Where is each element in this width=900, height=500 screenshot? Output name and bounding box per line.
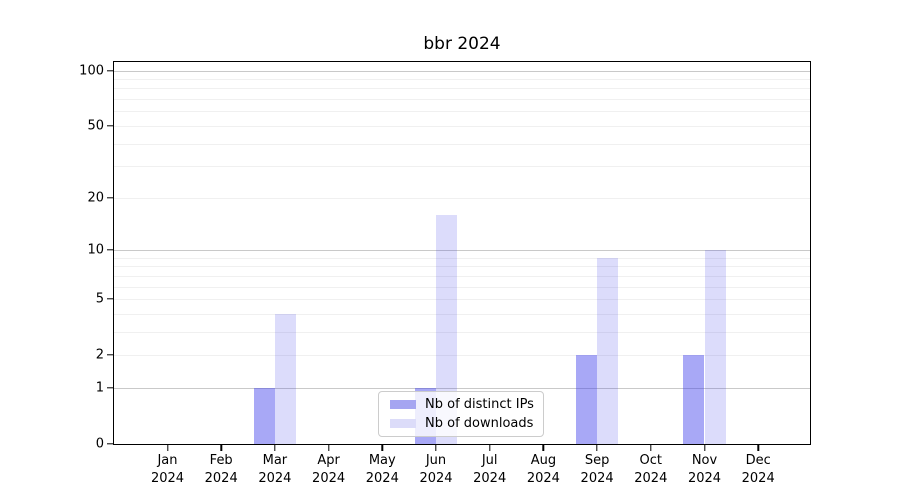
x-tick-mark — [381, 444, 383, 451]
gridline-minor — [114, 166, 810, 168]
x-tick-mark — [542, 444, 545, 451]
y-tick-label: 5 — [95, 291, 104, 307]
y-tick-label: 0 — [95, 436, 104, 452]
y-tick-label: 100 — [79, 63, 104, 79]
y-tick-mark — [107, 196, 114, 199]
gridline-minor — [114, 125, 810, 127]
legend-swatch-downloads — [390, 419, 416, 428]
bar-downloads — [597, 257, 619, 444]
gridline-minor — [114, 275, 810, 277]
gridline-major — [114, 250, 810, 251]
gridline-minor — [114, 143, 810, 145]
x-tick-mark — [650, 444, 652, 451]
legend: Nb of distinct IPs Nb of downloads — [378, 391, 544, 437]
gridline-minor — [114, 313, 810, 315]
gridline-minor — [114, 299, 810, 300]
x-tick-label: Aug 2024 — [526, 453, 560, 486]
x-tick-label: Oct 2024 — [634, 453, 668, 486]
gridline-minor — [114, 79, 810, 80]
y-tick-mark — [107, 125, 114, 127]
bar-downloads — [704, 250, 726, 444]
plot-area — [113, 61, 811, 445]
x-tick-label: Jan 2024 — [150, 453, 185, 486]
gridline-minor — [114, 331, 810, 333]
x-tick-label: Apr 2024 — [312, 453, 346, 486]
y-tick-label: 20 — [87, 190, 104, 206]
x-tick-mark — [596, 444, 598, 451]
x-tick-mark — [327, 444, 330, 451]
x-tick-mark — [488, 444, 491, 451]
gridline-minor — [114, 286, 810, 288]
x-tick-label: Jul 2024 — [473, 453, 507, 486]
x-tick-mark — [435, 444, 437, 451]
x-tick-label: Dec 2024 — [741, 453, 775, 486]
x-tick-mark — [220, 444, 222, 451]
legend-swatch-distinct-ips — [390, 400, 416, 409]
legend-label-downloads: Nb of downloads — [425, 416, 534, 431]
y-tick-mark — [107, 443, 114, 445]
gridline-minor — [114, 355, 810, 357]
y-tick-mark — [107, 249, 114, 251]
x-tick-mark — [166, 444, 169, 451]
y-tick-label: 50 — [87, 118, 104, 134]
x-tick-label: Sep 2024 — [580, 453, 614, 486]
gridline-minor — [114, 99, 810, 101]
y-tick-mark — [107, 298, 114, 300]
legend-item-distinct-ips: Nb of distinct IPs — [388, 397, 534, 412]
y-tick-label: 1 — [95, 380, 104, 396]
gridline-minor — [114, 197, 810, 199]
y-tick-mark — [107, 69, 114, 72]
bar-distinct-ips — [253, 387, 275, 444]
gridline-minor — [114, 111, 810, 113]
x-tick-mark — [703, 444, 706, 451]
x-tick-label: Jun 2024 — [419, 453, 453, 486]
x-tick-label: Nov 2024 — [687, 453, 722, 486]
chart-title: bbr 2024 — [423, 34, 501, 54]
legend-label-distinct-ips: Nb of distinct IPs — [425, 397, 534, 412]
x-tick-label: Mar 2024 — [258, 453, 292, 486]
x-tick-mark — [274, 444, 276, 451]
y-tick-label: 10 — [87, 242, 104, 258]
bar-downloads — [436, 214, 458, 444]
legend-item-downloads: Nb of downloads — [388, 416, 534, 431]
x-tick-mark — [757, 444, 759, 451]
bar-downloads — [274, 313, 297, 444]
x-tick-label: May 2024 — [365, 453, 399, 486]
bar-distinct-ips — [575, 355, 598, 444]
gridline-major — [114, 387, 810, 389]
y-tick-mark — [107, 354, 114, 356]
y-tick-label: 2 — [95, 347, 104, 363]
gridline-minor — [114, 257, 810, 259]
bar-distinct-ips — [683, 355, 705, 444]
gridline-major — [114, 70, 810, 72]
gridline-minor — [114, 88, 810, 90]
x-tick-label: Feb 2024 — [204, 453, 238, 486]
gridline-minor — [114, 266, 810, 268]
y-tick-mark — [107, 387, 114, 389]
